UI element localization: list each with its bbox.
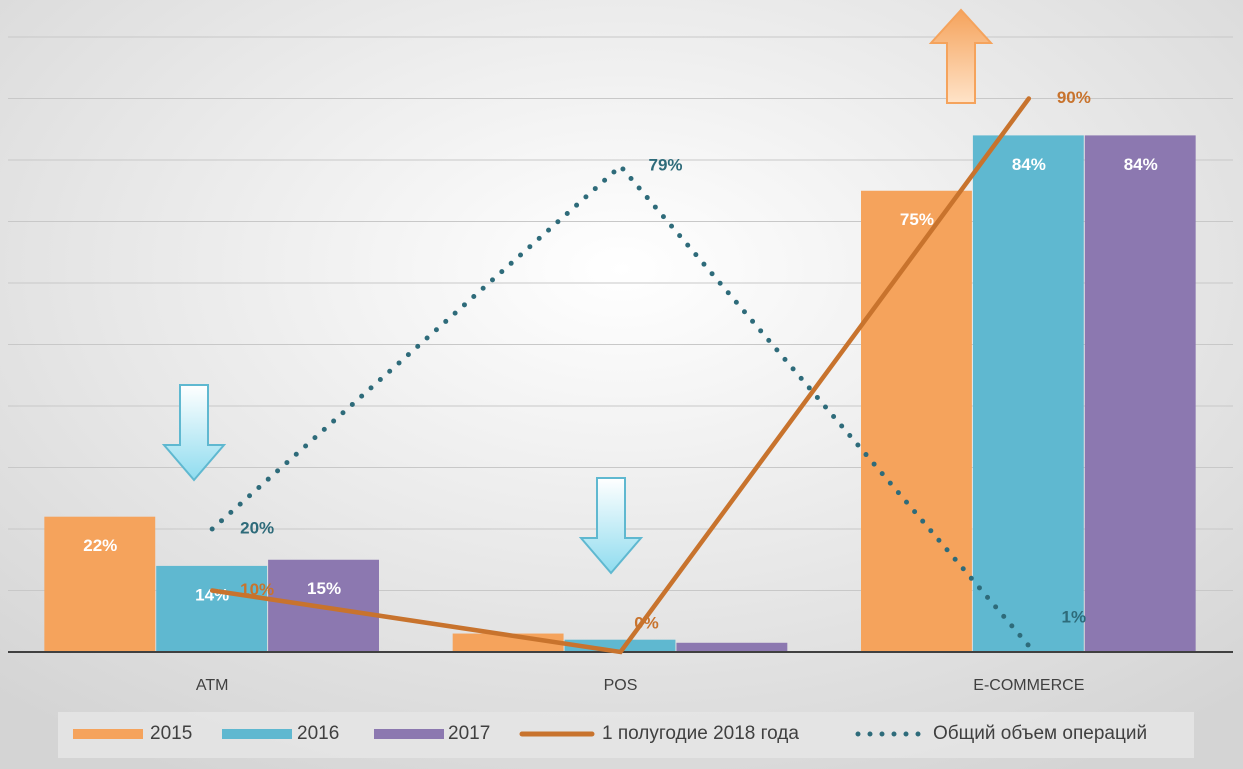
legend-label: 1 полугодие 2018 года — [602, 723, 799, 744]
bar — [676, 642, 788, 652]
line-label: 90% — [1057, 88, 1091, 107]
line-label: 79% — [648, 156, 682, 175]
legend-label: 2017 — [448, 723, 490, 744]
x-tick-label: E-COMMERCE — [973, 677, 1084, 694]
bar — [1084, 135, 1196, 652]
down-arrow — [578, 477, 644, 575]
line-label: 1% — [1062, 607, 1087, 626]
legend-label: 2015 — [150, 723, 192, 744]
bar-label: 22% — [83, 536, 117, 555]
legend-label: Общий объем операций — [933, 723, 1147, 744]
bar — [44, 516, 156, 652]
line-label: 20% — [240, 518, 274, 537]
x-tick-label: ATM — [196, 677, 229, 694]
bar-label: 75% — [900, 210, 934, 229]
legend-swatch — [374, 729, 444, 739]
plot-area: 22% 75% 14% 84% 15% 84% ATM POS E-COMMERCE 10% 0% 9… — [8, 36, 1233, 694]
line-label: 0% — [634, 613, 659, 632]
bar-label: 84% — [1012, 155, 1046, 174]
bar — [972, 135, 1084, 652]
line-label: 10% — [240, 580, 274, 599]
legend-swatch — [73, 729, 143, 739]
legend-label: 2016 — [297, 723, 339, 744]
legend-swatch — [222, 729, 292, 739]
line-series — [209, 96, 1032, 655]
bar-label: 14% — [195, 585, 229, 604]
bar-label: 15% — [307, 579, 341, 598]
bar — [156, 565, 268, 652]
bar — [861, 190, 972, 652]
down-arrow — [161, 384, 227, 482]
bar-label: 84% — [1124, 155, 1158, 174]
x-tick-label: POS — [604, 677, 638, 694]
up-arrow — [928, 8, 994, 104]
legend: 2015 2016 2017 1 полугодие 2018 года Общий о… — [73, 723, 1147, 744]
